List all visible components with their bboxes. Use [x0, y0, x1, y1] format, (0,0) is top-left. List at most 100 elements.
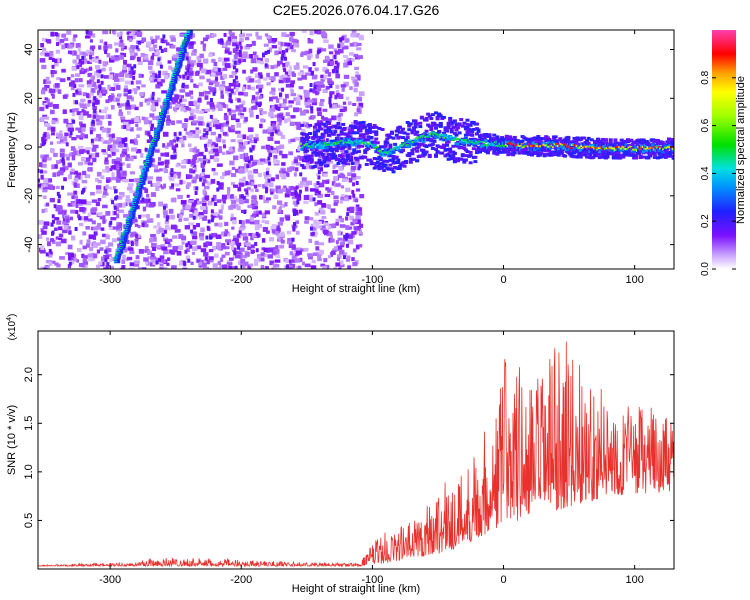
- heat-cell: [396, 161, 401, 165]
- heat-cell: [452, 131, 457, 135]
- heat-cell: [141, 37, 147, 42]
- heat-cell: [352, 79, 358, 84]
- heat-cell: [195, 174, 199, 179]
- heat-cell: [19, 123, 22, 127]
- heat-cell: [93, 114, 97, 119]
- heat-cell: [352, 142, 356, 145]
- heat-cell: [105, 165, 109, 170]
- heat-cell: [220, 38, 224, 43]
- heat-cell: [181, 143, 185, 148]
- heat-cell: [328, 100, 332, 105]
- heat-cell: [130, 155, 137, 160]
- heat-cell: [87, 218, 93, 222]
- heat-cell: [182, 206, 187, 211]
- heat-cell: [581, 146, 585, 149]
- heat-cell: [129, 120, 134, 124]
- heat-cell: [476, 128, 481, 132]
- heat-cell: [616, 145, 620, 148]
- heat-cell: [218, 150, 223, 154]
- heat-cell: [288, 104, 293, 108]
- heat-cell: [335, 221, 339, 226]
- heat-cell: [369, 142, 373, 145]
- heat-cell: [172, 70, 176, 74]
- heat-cell: [209, 155, 215, 160]
- heat-cell: [559, 151, 564, 155]
- heat-cell: [140, 214, 147, 218]
- heat-cell: [434, 132, 438, 135]
- heat-cell: [457, 131, 462, 135]
- heat-cell: [309, 160, 314, 164]
- heat-cell: [416, 136, 420, 139]
- heat-cell: [323, 59, 329, 64]
- heat-cell: [67, 263, 72, 269]
- heat-cell: [411, 129, 416, 133]
- heat-cell: [231, 63, 237, 67]
- heat-cell: [200, 227, 205, 233]
- heat-cell: [443, 126, 448, 130]
- heat-cell: [349, 155, 354, 159]
- heat-cell: [148, 66, 153, 70]
- heat-cell: [175, 143, 179, 148]
- heat-cell: [48, 261, 53, 266]
- heat-cell: [218, 215, 223, 220]
- heat-cell: [129, 33, 134, 37]
- heat-cell: [600, 137, 605, 141]
- heat-cell: [333, 267, 338, 269]
- heat-cell: [419, 135, 423, 138]
- heat-cell: [336, 146, 341, 150]
- heat-cell: [553, 143, 557, 146]
- heat-cell: [284, 61, 290, 66]
- heat-cell: [305, 89, 311, 95]
- heat-cell: [171, 56, 178, 61]
- heat-cell: [386, 167, 391, 171]
- heat-cell: [434, 111, 439, 115]
- heat-cell: [432, 123, 437, 127]
- heat-cell: [358, 102, 364, 108]
- heat-cell: [255, 231, 259, 236]
- heat-cell: [558, 137, 563, 141]
- heat-cell: [279, 244, 285, 249]
- heat-cell: [204, 256, 208, 261]
- heat-cell: [299, 172, 303, 177]
- heat-cell: [388, 135, 393, 139]
- heat-cell: [312, 197, 316, 202]
- heat-cell: [345, 96, 350, 101]
- heat-cell: [45, 80, 52, 84]
- heat-cell: [338, 141, 342, 144]
- heat-cell: [369, 136, 374, 140]
- heat-cell: [193, 100, 198, 105]
- heat-cell: [165, 145, 169, 149]
- heat-cell: [134, 106, 139, 111]
- heat-cell: [99, 215, 106, 220]
- heat-cell: [128, 267, 135, 269]
- heat-cell: [559, 143, 563, 146]
- heat-cell: [123, 59, 127, 65]
- heat-cell: [396, 148, 400, 151]
- heat-cell: [339, 143, 344, 147]
- heat-cell: [360, 140, 364, 143]
- heat-cell: [211, 141, 216, 146]
- heat-cell: [309, 145, 313, 148]
- heat-cell: [374, 137, 379, 141]
- heat-cell: [468, 153, 473, 157]
- heat-cell: [57, 40, 62, 45]
- heat-cell: [168, 65, 172, 70]
- heat-cell: [591, 146, 595, 149]
- heat-cell: [222, 144, 226, 149]
- heat-cell: [563, 143, 567, 146]
- heat-cell: [232, 247, 237, 252]
- heat-cell: [348, 206, 355, 212]
- heat-cell: [314, 202, 318, 207]
- heat-cell: [106, 132, 111, 138]
- heat-cell: [377, 126, 382, 130]
- heat-cell: [131, 201, 135, 205]
- heat-cell: [218, 57, 222, 62]
- heat-cell: [383, 142, 388, 146]
- heat-cell: [290, 34, 294, 39]
- heat-cell: [90, 91, 95, 96]
- heat-cell: [284, 118, 288, 124]
- heat-cell: [574, 144, 578, 147]
- heat-cell: [183, 74, 188, 79]
- heat-cell: [111, 30, 116, 34]
- heat-cell: [336, 62, 340, 67]
